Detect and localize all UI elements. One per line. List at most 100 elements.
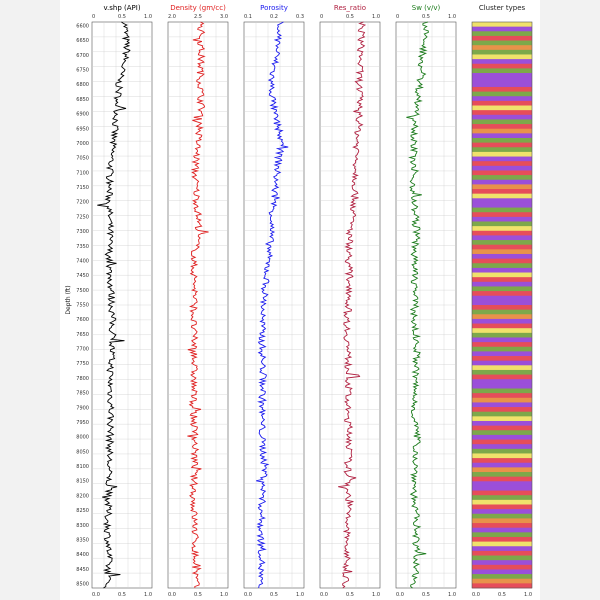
cluster-band <box>472 495 532 501</box>
cluster-band <box>472 578 532 584</box>
depth-tick-label: 7650 <box>76 332 89 338</box>
cluster-band <box>472 105 532 111</box>
depth-tick-label: 8000 <box>76 435 89 441</box>
cluster-band <box>472 323 532 329</box>
depth-tick-label: 7100 <box>76 170 89 176</box>
cluster-band <box>472 244 532 250</box>
depth-tick-label: 7750 <box>76 361 89 367</box>
bottom-tick-label: 0.5 <box>194 592 202 598</box>
cluster-band <box>472 281 532 287</box>
cluster-band <box>472 397 532 403</box>
log-track: Porosity 0.1 0.2 0.3 0.0 0.5 1.0 <box>243 4 305 598</box>
top-tick-label: 3.0 <box>220 14 228 20</box>
depth-tick-label: 7550 <box>76 303 89 309</box>
top-tick-label: 2.0 <box>168 14 176 20</box>
cluster-band <box>472 564 532 570</box>
cluster-band <box>472 212 532 218</box>
depth-tick-label: 7700 <box>76 347 89 353</box>
cluster-band <box>472 342 532 348</box>
cluster-band <box>472 523 532 529</box>
cluster-band <box>472 179 532 185</box>
cluster-band <box>472 439 532 445</box>
cluster-band <box>472 416 532 422</box>
depth-tick-label: 8250 <box>76 508 89 514</box>
cluster-band <box>472 189 532 195</box>
cluster-band <box>472 365 532 371</box>
depth-tick-label: 7350 <box>76 244 89 250</box>
cluster-band <box>472 142 532 148</box>
cluster-band <box>472 165 532 171</box>
cluster-band <box>472 328 532 334</box>
bottom-tick-label: 0.0 <box>168 592 176 598</box>
depth-tick-label: 7450 <box>76 273 89 279</box>
depth-tick-label: 6900 <box>76 112 89 118</box>
track-title: v.shp (API) <box>103 4 140 12</box>
cluster-band <box>472 291 532 297</box>
cluster-band <box>472 300 532 306</box>
bottom-tick-label: 0.0 <box>92 592 100 598</box>
bottom-tick-label: 0.5 <box>422 592 430 598</box>
cluster-band <box>472 527 532 533</box>
cluster-band <box>472 467 532 473</box>
bottom-tick-label: 1.0 <box>372 592 380 598</box>
depth-tick-label: 8150 <box>76 479 89 485</box>
depth-tick-label: 8350 <box>76 537 89 543</box>
track-title: Density (gm/cc) <box>170 4 226 12</box>
depth-tick-label: 6700 <box>76 53 89 59</box>
cluster-band <box>472 119 532 125</box>
depth-tick-label: 6750 <box>76 68 89 74</box>
depth-tick-label: 7200 <box>76 200 89 206</box>
cluster-band <box>472 346 532 352</box>
depth-tick-label: 6950 <box>76 126 89 132</box>
cluster-tick-label: 0.0 <box>472 592 480 598</box>
depth-tick-label: 7000 <box>76 141 89 147</box>
cluster-track: Cluster types 0.0 0.5 1.0 <box>471 4 533 598</box>
depth-tick-label: 8200 <box>76 493 89 499</box>
top-tick-label: 0 <box>396 14 399 20</box>
cluster-band <box>472 114 532 120</box>
cluster-band <box>472 63 532 69</box>
top-tick-label: 0.3 <box>296 14 304 20</box>
cluster-band <box>472 175 532 181</box>
depth-tick-label: 7500 <box>76 288 89 294</box>
cluster-band <box>472 156 532 162</box>
cluster-band <box>472 86 532 92</box>
cluster-band <box>472 351 532 357</box>
cluster-band <box>472 161 532 167</box>
top-tick-label: 0.5 <box>346 14 354 20</box>
bottom-tick-label: 1.0 <box>448 592 456 598</box>
bottom-tick-label: 1.0 <box>296 592 304 598</box>
log-curve <box>338 21 367 589</box>
cluster-band <box>472 128 532 134</box>
depth-tick-label: 8300 <box>76 523 89 529</box>
cluster-band <box>472 560 532 566</box>
cluster-tick-label: 0.5 <box>498 592 506 598</box>
cluster-band <box>472 272 532 278</box>
cluster-band <box>472 54 532 60</box>
bottom-tick-label: 0.5 <box>346 592 354 598</box>
cluster-track-title: Cluster types <box>479 4 526 12</box>
cluster-band <box>472 541 532 547</box>
track-title: Porosity <box>260 4 288 12</box>
cluster-band <box>472 574 532 580</box>
depth-tick-label: 7800 <box>76 376 89 382</box>
cluster-band <box>472 100 532 106</box>
cluster-band <box>472 555 532 561</box>
cluster-band <box>472 221 532 227</box>
depth-tick-label: 7150 <box>76 185 89 191</box>
cluster-band <box>472 230 532 236</box>
log-curve <box>256 21 289 589</box>
cluster-band <box>472 267 532 273</box>
cluster-band <box>472 425 532 431</box>
depth-tick-label: 6600 <box>76 24 89 30</box>
cluster-band <box>472 35 532 41</box>
depth-tick-label: 8450 <box>76 567 89 573</box>
cluster-band <box>472 411 532 417</box>
cluster-band <box>472 216 532 222</box>
depth-tick-label: 8100 <box>76 464 89 470</box>
top-tick-label: 1.0 <box>144 14 152 20</box>
depth-tick-label: 7050 <box>76 156 89 162</box>
cluster-band <box>472 374 532 380</box>
cluster-band <box>472 295 532 301</box>
